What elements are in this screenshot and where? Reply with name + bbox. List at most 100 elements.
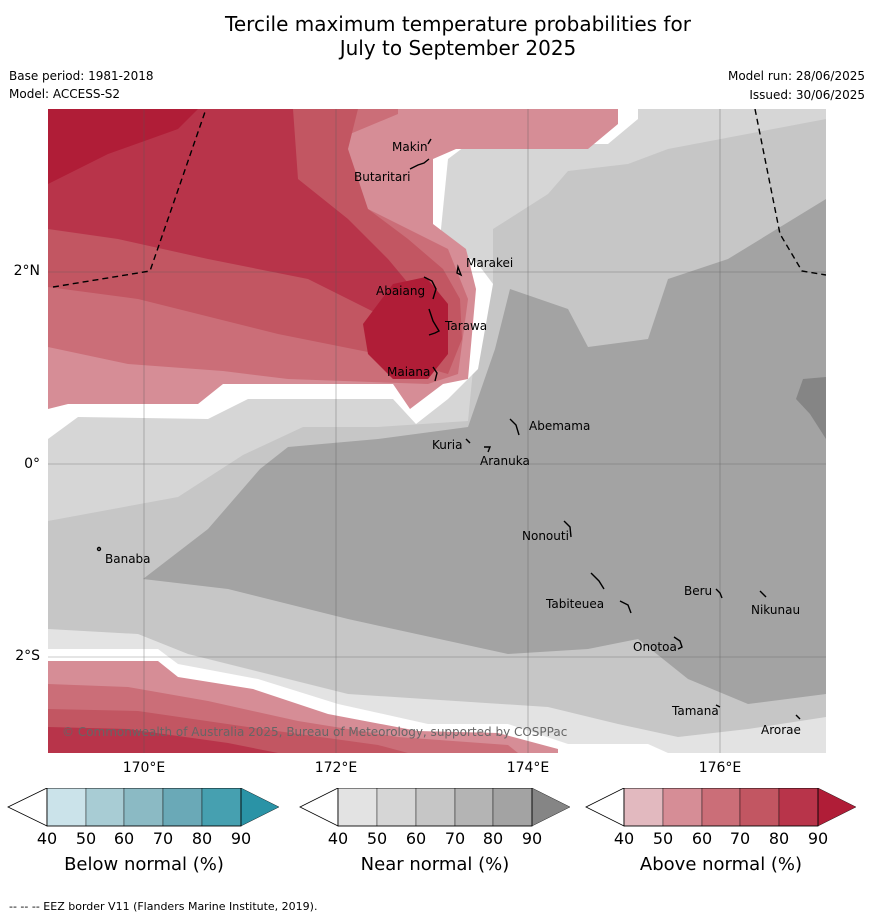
label-banaba: Banaba bbox=[105, 552, 151, 566]
islands bbox=[96, 138, 801, 720]
island-banaba bbox=[96, 546, 102, 552]
cb-above-tick-60: 60 bbox=[691, 829, 713, 848]
cb-below-swatch-4 bbox=[201, 788, 242, 827]
label-butaritari: Butaritari bbox=[354, 170, 411, 184]
cb-near-tick-80: 80 bbox=[482, 829, 504, 848]
island-tabiteuea-south bbox=[619, 600, 632, 614]
island-marakei bbox=[456, 264, 463, 277]
island-makin bbox=[427, 138, 432, 145]
cb-above-swatch-0 bbox=[623, 788, 664, 827]
near-normal-90-region bbox=[796, 377, 826, 439]
near-normal-80-region bbox=[143, 199, 826, 704]
label-nikunau: Nikunau bbox=[751, 603, 800, 617]
label-marakei: Marakei bbox=[466, 256, 513, 270]
lon-label-172e: 172°E bbox=[314, 760, 358, 776]
cb-near-swatch-0 bbox=[337, 788, 378, 827]
cb-below-tick-40: 40 bbox=[36, 829, 58, 848]
above-normal-80-region-north bbox=[48, 109, 413, 324]
lat-label-2n: 2°N bbox=[13, 263, 40, 279]
cb-below-extend bbox=[240, 788, 280, 827]
island-nonouti bbox=[563, 520, 572, 538]
island-kuria bbox=[465, 438, 471, 444]
map-panel: Makin Butaritari Marakei Abaiang Tarawa … bbox=[48, 109, 826, 753]
island-aranuka bbox=[484, 446, 492, 453]
cb-near-tick-50: 50 bbox=[366, 829, 388, 848]
cb-above-extend bbox=[817, 788, 857, 827]
base-period: Base period: 1981-2018 bbox=[9, 69, 154, 83]
cb-label-near: Near normal (%) bbox=[360, 854, 510, 875]
island-arorae bbox=[795, 714, 801, 720]
label-onotoa: Onotoa bbox=[633, 640, 677, 654]
label-tamana: Tamana bbox=[671, 704, 719, 718]
cb-above-tick-80: 80 bbox=[768, 829, 790, 848]
cb-above-tick-90: 90 bbox=[807, 829, 829, 848]
title-line-2: July to September 2025 bbox=[339, 36, 577, 60]
cb-near-tick-60: 60 bbox=[405, 829, 427, 848]
label-tabiteuea: Tabiteuea bbox=[545, 597, 604, 611]
cb-above-tick-40: 40 bbox=[613, 829, 635, 848]
copyright-notice: © Commonwealth of Australia 2025, Bureau… bbox=[62, 725, 567, 739]
cb-above-swatch-2 bbox=[701, 788, 741, 827]
above-normal-90-region-north bbox=[48, 109, 198, 184]
map-svg: Makin Butaritari Marakei Abaiang Tarawa … bbox=[48, 109, 826, 753]
label-arorae: Arorae bbox=[761, 723, 801, 737]
graticule bbox=[48, 109, 826, 753]
label-aranuka: Aranuka bbox=[480, 454, 530, 468]
island-onotoa bbox=[673, 636, 683, 650]
island-tabiteuea-north bbox=[590, 572, 605, 590]
model-run: Model run: 28/06/2025 bbox=[727, 69, 865, 83]
cb-near-swatch-1 bbox=[376, 788, 417, 827]
cb-above-swatch-4 bbox=[778, 788, 819, 827]
lon-label-174e: 174°E bbox=[506, 760, 550, 776]
cb-near-swatch-2 bbox=[415, 788, 456, 827]
cb-near-swatch-3 bbox=[454, 788, 494, 827]
label-makin: Makin bbox=[392, 140, 428, 154]
cb-below-tick-80: 80 bbox=[191, 829, 213, 848]
cb-label-below: Below normal (%) bbox=[64, 854, 224, 875]
island-beru bbox=[715, 588, 723, 599]
label-abaiang: Abaiang bbox=[376, 284, 425, 298]
cb-near-tick-90: 90 bbox=[521, 829, 543, 848]
issued-date: Issued: 30/06/2025 bbox=[749, 88, 865, 102]
island-tarawa bbox=[428, 308, 440, 336]
cb-below-tick-90: 90 bbox=[230, 829, 252, 848]
island-butaritari bbox=[409, 158, 430, 170]
cb-near-tick-70: 70 bbox=[444, 829, 466, 848]
colorbar-above-normal bbox=[585, 788, 857, 827]
cb-near-swatch-4 bbox=[492, 788, 533, 827]
label-tarawa: Tarawa bbox=[444, 319, 487, 333]
cb-below-swatch-0 bbox=[46, 788, 87, 827]
cb-above-tick-70: 70 bbox=[729, 829, 751, 848]
cb-below-swatch-2 bbox=[123, 788, 164, 827]
colorbars bbox=[7, 788, 857, 827]
colorbar-near-normal bbox=[299, 788, 571, 827]
label-nonouti: Nonouti bbox=[522, 529, 569, 543]
island-maiana bbox=[432, 366, 438, 382]
cb-below-swatch-3 bbox=[162, 788, 203, 827]
label-abemama: Abemama bbox=[529, 419, 590, 433]
place-labels: Makin Butaritari Marakei Abaiang Tarawa … bbox=[105, 140, 801, 737]
cb-above-swatch-1 bbox=[662, 788, 703, 827]
cb-below-swatch-1 bbox=[85, 788, 125, 827]
cb-above-tick-50: 50 bbox=[652, 829, 674, 848]
label-kuria: Kuria bbox=[432, 438, 463, 452]
map-title: Tercile maximum temperature probabilitie… bbox=[0, 12, 873, 60]
label-maiana: Maiana bbox=[387, 365, 430, 379]
lat-label-0: 0° bbox=[24, 456, 40, 472]
cb-below-tick-50: 50 bbox=[75, 829, 97, 848]
lon-label-170e: 170°E bbox=[122, 760, 166, 776]
cb-below-tick-60: 60 bbox=[113, 829, 135, 848]
title-line-1: Tercile maximum temperature probabilitie… bbox=[225, 12, 691, 36]
label-beru: Beru bbox=[684, 584, 712, 598]
model-name: Model: ACCESS-S2 bbox=[9, 87, 121, 101]
cb-label-above: Above normal (%) bbox=[639, 854, 803, 875]
lon-label-176e: 176°E bbox=[698, 760, 742, 776]
above-normal-90-region-tarawa bbox=[363, 277, 448, 379]
eez-footnote: -- -- -- EEZ border V11 (Flanders Marine… bbox=[9, 900, 318, 913]
lat-label-2s: 2°S bbox=[15, 648, 40, 664]
island-nikunau bbox=[759, 590, 767, 598]
cb-near-tick-40: 40 bbox=[327, 829, 349, 848]
island-tamana bbox=[715, 704, 721, 708]
cb-near-extend bbox=[531, 788, 571, 827]
above-normal-80-region-south bbox=[48, 727, 278, 753]
